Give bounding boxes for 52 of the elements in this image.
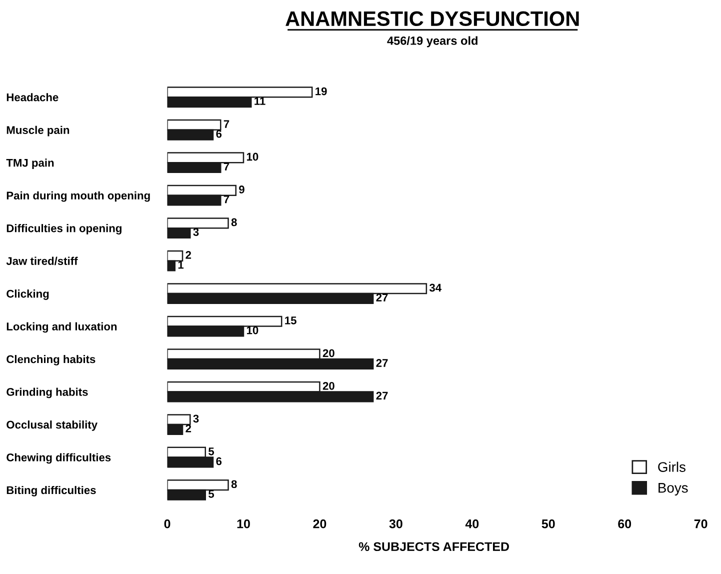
data-label: 2 xyxy=(186,251,192,259)
x-tick-label: 20 xyxy=(313,519,326,528)
data-label: 3 xyxy=(193,228,199,236)
data-label: 34 xyxy=(429,284,442,292)
y-tick-label: Biting difficulties xyxy=(6,486,96,496)
data-label: 27 xyxy=(376,359,388,367)
data-label: 5 xyxy=(208,448,214,456)
data-label: 10 xyxy=(246,152,258,161)
data-label: 8 xyxy=(231,218,237,226)
data-label: 3 xyxy=(193,414,199,423)
y-tick-label: Muscle pain xyxy=(6,126,70,136)
y-tick-label: Clicking xyxy=(6,290,49,300)
data-label: 20 xyxy=(322,382,334,390)
data-label: 9 xyxy=(239,186,244,194)
legend-label: Girls xyxy=(658,462,686,472)
data-label: 27 xyxy=(376,392,388,400)
data-label: 7 xyxy=(224,195,230,204)
x-axis-title: % SUBJECTS AFFECTED xyxy=(358,542,509,552)
data-label: 8 xyxy=(231,480,237,488)
data-label: 15 xyxy=(285,316,296,324)
y-tick-label: Occlusal stability xyxy=(6,420,98,431)
chart-subtitle: 456/19 years old xyxy=(387,36,478,48)
y-tick-label: Chewing difficulties xyxy=(6,453,111,464)
data-label: 20 xyxy=(322,349,334,358)
data-label: 10 xyxy=(246,326,258,334)
data-label: 19 xyxy=(316,87,327,96)
data-label: 27 xyxy=(376,294,388,302)
y-tick-label: TMJ pain xyxy=(6,158,54,169)
x-tick-label: 30 xyxy=(389,519,402,528)
data-label: 1 xyxy=(178,260,184,269)
data-label: 2 xyxy=(186,424,192,432)
data-label: 7 xyxy=(224,162,230,170)
y-tick-label: Locking and luxation xyxy=(6,322,117,333)
data-label: 11 xyxy=(254,97,266,105)
legend-label: Boys xyxy=(658,483,688,496)
y-tick-label: Pain during mouth opening xyxy=(6,191,150,202)
x-tick-label: 40 xyxy=(465,519,479,528)
x-tick-label: 0 xyxy=(164,519,170,528)
data-label: 7 xyxy=(224,120,230,128)
y-tick-label: Clenching habits xyxy=(6,355,96,366)
data-label: 6 xyxy=(216,130,222,138)
y-tick-label: Headache xyxy=(6,93,58,102)
y-tick-label: Jaw tired/stiff xyxy=(6,256,78,266)
y-tick-label: Grinding habits xyxy=(6,388,88,398)
y-tick-label: Difficulties in opening xyxy=(6,224,122,234)
x-tick-label: 50 xyxy=(542,519,555,528)
data-label: 5 xyxy=(208,490,214,498)
x-tick-label: 60 xyxy=(618,519,632,528)
x-tick-label: 10 xyxy=(237,519,250,528)
chart-title: ANAMNESTIC DYSFUNCTION xyxy=(286,11,579,26)
data-label: 6 xyxy=(216,457,222,466)
x-tick-label: 70 xyxy=(694,519,708,528)
